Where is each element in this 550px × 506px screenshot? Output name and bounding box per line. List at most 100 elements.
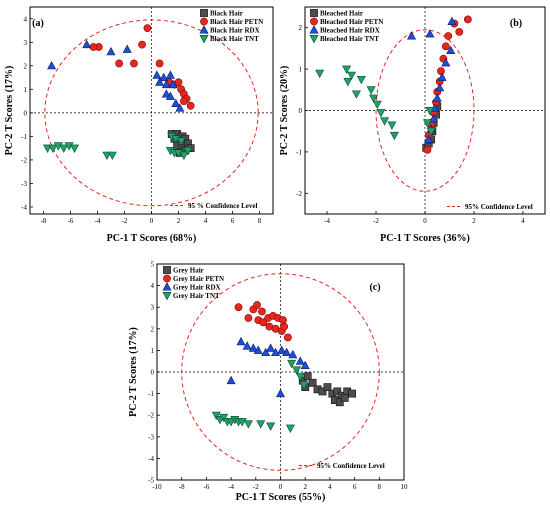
legend-label: Grey Hair RDX <box>173 284 221 292</box>
series-bleached-hair-rdx <box>407 16 457 143</box>
data-point <box>275 388 286 398</box>
data-point <box>446 45 456 54</box>
series-grey-hair-rdx <box>226 336 310 398</box>
y-axis-label: PC-2 T Scores (20%) <box>279 66 290 156</box>
series-grey-hair-petn <box>234 301 292 342</box>
legend-marker <box>309 34 319 44</box>
y-tick-label: -1 <box>148 390 154 398</box>
data-point <box>303 372 312 381</box>
x-tick-label: 0 <box>279 483 283 491</box>
data-point <box>43 144 53 153</box>
series-black-hair-petn <box>89 24 195 110</box>
y-tick-label: 2 <box>24 62 28 70</box>
data-point <box>59 144 69 153</box>
series-grey-hair <box>298 372 357 407</box>
data-point <box>277 345 287 354</box>
data-point <box>258 307 266 316</box>
data-point <box>143 24 152 33</box>
data-point <box>236 336 246 346</box>
data-point <box>179 97 188 105</box>
data-point <box>429 113 439 123</box>
y-tick-label: 0 <box>24 109 28 117</box>
x-tick-label: -4 <box>228 483 234 491</box>
y-axis-label: PC-2 T Scores (17%) <box>128 327 139 417</box>
data-point <box>426 127 436 137</box>
data-point <box>285 424 295 433</box>
data-point <box>432 93 442 102</box>
legend-label: Black Hair <box>210 10 243 18</box>
panel-label: (c) <box>369 282 380 293</box>
data-point <box>106 46 116 56</box>
y-tick-label: -3 <box>21 180 27 188</box>
data-point <box>107 151 117 161</box>
data-point <box>174 78 183 87</box>
data-point <box>271 347 281 357</box>
data-point <box>243 420 253 429</box>
x-tick-label: 8 <box>378 483 382 491</box>
data-point <box>295 356 305 365</box>
series-black-hair-tnt <box>43 132 193 161</box>
y-tick-label: -1 <box>21 133 27 141</box>
x-tick-label: 10 <box>401 483 409 491</box>
data-point <box>130 59 138 68</box>
y-tick-label: 2 <box>299 24 303 32</box>
data-point <box>333 387 342 396</box>
confidence-ellipse <box>44 19 259 207</box>
data-point <box>168 79 178 89</box>
data-point <box>455 27 464 36</box>
data-point <box>335 398 344 407</box>
data-point <box>300 360 310 370</box>
x-tick-label: -2 <box>253 483 259 491</box>
data-point <box>186 101 195 110</box>
data-point <box>115 59 123 68</box>
y-tick-label: -4 <box>21 203 27 211</box>
data-point <box>165 91 175 100</box>
data-point <box>444 32 453 40</box>
legend-marker <box>163 266 171 274</box>
data-point <box>347 71 357 81</box>
legend-marker <box>310 9 318 17</box>
data-point <box>441 42 450 51</box>
data-point <box>70 144 80 153</box>
y-tick-label: 0 <box>299 107 303 115</box>
data-point <box>253 345 263 354</box>
data-point <box>102 151 112 161</box>
x-tick-label: -8 <box>41 217 47 225</box>
confidence-label: 95% Confidence Level <box>317 462 385 470</box>
data-point <box>447 16 457 25</box>
data-point <box>171 98 181 107</box>
confidence-label: 95 % Confidence Level <box>188 202 257 210</box>
data-point <box>356 75 366 85</box>
x-tick-label: 4 <box>204 217 208 225</box>
x-axis-label: PC-1 T Scores (36%) <box>380 233 470 244</box>
data-point <box>425 107 435 116</box>
x-tick-label: 4 <box>328 483 332 491</box>
legend-marker <box>200 17 208 26</box>
data-point <box>261 347 271 357</box>
x-tick-label: -2 <box>373 217 379 225</box>
x-axis-label: PC-1 T Scores (68%) <box>107 233 197 244</box>
data-point <box>237 418 247 427</box>
data-point <box>89 43 98 51</box>
y-tick-label: -5 <box>148 477 154 485</box>
y-tick-label: 3 <box>24 39 28 47</box>
data-point <box>422 119 432 128</box>
legend-marker <box>310 17 318 26</box>
y-tick-label: 4 <box>24 15 28 23</box>
data-point <box>279 316 287 325</box>
legend-label: Bleached Hair <box>320 10 363 18</box>
data-point <box>366 86 376 95</box>
panel-label: (b) <box>510 18 522 29</box>
data-point <box>82 39 92 49</box>
data-point <box>380 117 390 126</box>
data-point <box>308 378 317 387</box>
data-point <box>259 318 268 327</box>
x-tick-label: 8 <box>258 217 262 225</box>
data-point <box>318 387 327 396</box>
data-point <box>323 383 332 392</box>
data-point <box>288 349 298 359</box>
